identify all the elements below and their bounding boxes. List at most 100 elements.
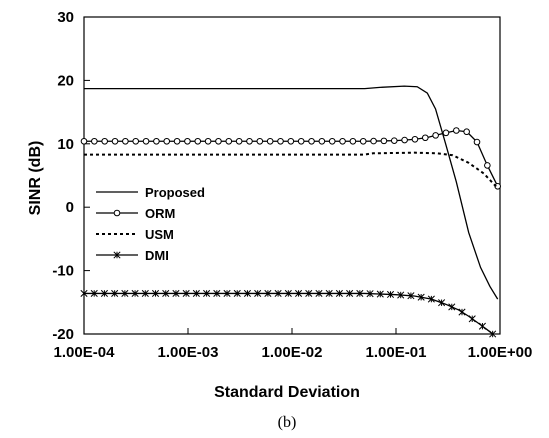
data-point-asterisk	[346, 289, 354, 297]
data-point-circle	[122, 137, 129, 145]
data-point-asterisk	[113, 251, 121, 259]
data-point-asterisk	[489, 330, 497, 338]
data-point-circle	[297, 137, 305, 145]
data-point-asterisk	[417, 293, 425, 301]
data-point-asterisk	[203, 289, 211, 297]
y-axis-title: SINR (dB)	[27, 141, 44, 216]
data-point-asterisk	[335, 289, 343, 297]
data-point-asterisk	[325, 289, 333, 297]
series-layer	[80, 85, 501, 338]
data-point-asterisk	[397, 291, 405, 299]
data-point-circle	[328, 137, 336, 145]
data-point-circle	[225, 137, 233, 145]
data-point-asterisk	[90, 289, 98, 297]
data-point-asterisk	[162, 289, 170, 297]
data-point-circle	[421, 134, 429, 142]
y-tick-label: -20	[52, 326, 74, 343]
data-point-asterisk	[294, 289, 303, 297]
x-tick-label: 1.00E-02	[262, 344, 323, 361]
y-tick-label: 30	[57, 9, 74, 26]
data-point-asterisk	[243, 289, 252, 297]
y-tick-label: 0	[66, 199, 74, 216]
series-usm	[84, 151, 499, 189]
plot-area-frame	[83, 16, 501, 335]
data-point-circle	[80, 137, 88, 145]
data-point-circle	[111, 137, 119, 145]
data-point-asterisk	[468, 315, 476, 323]
data-point-asterisk	[100, 289, 108, 297]
data-point-circle	[287, 137, 295, 145]
x-tick-label: 1.00E+00	[468, 344, 533, 361]
data-point-circle	[173, 137, 181, 145]
legend-label-dmi: DMI	[145, 248, 169, 263]
data-point-asterisk	[264, 289, 272, 297]
data-point-asterisk	[478, 322, 486, 330]
axes-layer: -20 -10 0 10 20 30 1.00E-04 1.00E-03 1.00E-02 1.0…	[52, 9, 532, 361]
data-point-circle	[442, 129, 450, 137]
data-point-circle	[390, 137, 398, 144]
data-point-circle	[318, 137, 326, 145]
legend-label-orm: ORM	[145, 206, 175, 221]
data-point-circle	[349, 137, 357, 145]
data-point-circle	[370, 137, 377, 145]
data-point-circle	[463, 128, 470, 136]
data-point-asterisk	[448, 303, 456, 311]
y-tick-label: -10	[52, 263, 74, 280]
data-point-asterisk	[233, 289, 241, 297]
data-point-circle	[91, 137, 98, 145]
data-point-asterisk	[111, 289, 119, 297]
data-point-asterisk	[121, 289, 129, 297]
data-point-asterisk	[141, 289, 149, 297]
figure-caption: (b)	[278, 414, 297, 431]
x-tick-label: 1.00E-03	[158, 344, 219, 361]
data-point-asterisk	[284, 289, 292, 297]
data-point-circle	[308, 137, 315, 145]
x-axis-title: Standard Deviation	[214, 384, 360, 401]
data-point-asterisk	[315, 289, 323, 297]
data-point-asterisk	[254, 289, 262, 297]
data-point-asterisk	[407, 292, 415, 300]
data-point-circle	[401, 136, 408, 144]
data-point-asterisk	[438, 299, 446, 307]
data-point-circle	[339, 137, 346, 145]
data-point-asterisk	[182, 289, 190, 297]
data-point-circle	[194, 137, 202, 145]
data-point-asterisk	[151, 289, 160, 297]
data-point-circle	[473, 138, 481, 146]
data-point-circle	[101, 137, 108, 145]
data-point-asterisk	[131, 289, 139, 297]
series-line-usm	[84, 151, 499, 189]
legend-label-usm: USM	[145, 227, 174, 242]
data-point-circle	[380, 137, 388, 145]
data-point-asterisk	[223, 289, 231, 297]
data-point-asterisk	[356, 289, 364, 297]
data-point-asterisk	[80, 289, 88, 297]
data-point-circle	[142, 137, 150, 145]
data-point-asterisk	[213, 289, 221, 297]
data-point-asterisk	[274, 289, 282, 297]
series-line-proposed	[84, 85, 499, 300]
data-point-circle	[411, 135, 419, 143]
data-point-circle	[277, 137, 284, 145]
legend-item-dmi: DMI	[96, 248, 169, 263]
data-point-circle	[184, 137, 191, 145]
x-tick-label: 1.00E-01	[366, 344, 427, 361]
data-point-circle	[484, 162, 491, 169]
data-point-circle	[359, 137, 367, 145]
data-point-circle	[432, 132, 439, 139]
data-point-circle	[246, 137, 253, 145]
data-point-asterisk	[427, 295, 435, 303]
y-tick-label: 10	[57, 136, 74, 153]
data-point-circle	[266, 137, 274, 145]
data-point-asterisk	[366, 290, 374, 298]
data-point-circle	[163, 137, 171, 145]
data-point-asterisk	[192, 289, 200, 297]
data-point-circle	[215, 137, 222, 145]
data-point-circle	[204, 137, 212, 145]
data-point-circle	[153, 137, 160, 145]
data-point-circle	[453, 127, 460, 134]
legend-item-orm: ORM	[96, 206, 175, 221]
series-proposed	[84, 85, 499, 300]
